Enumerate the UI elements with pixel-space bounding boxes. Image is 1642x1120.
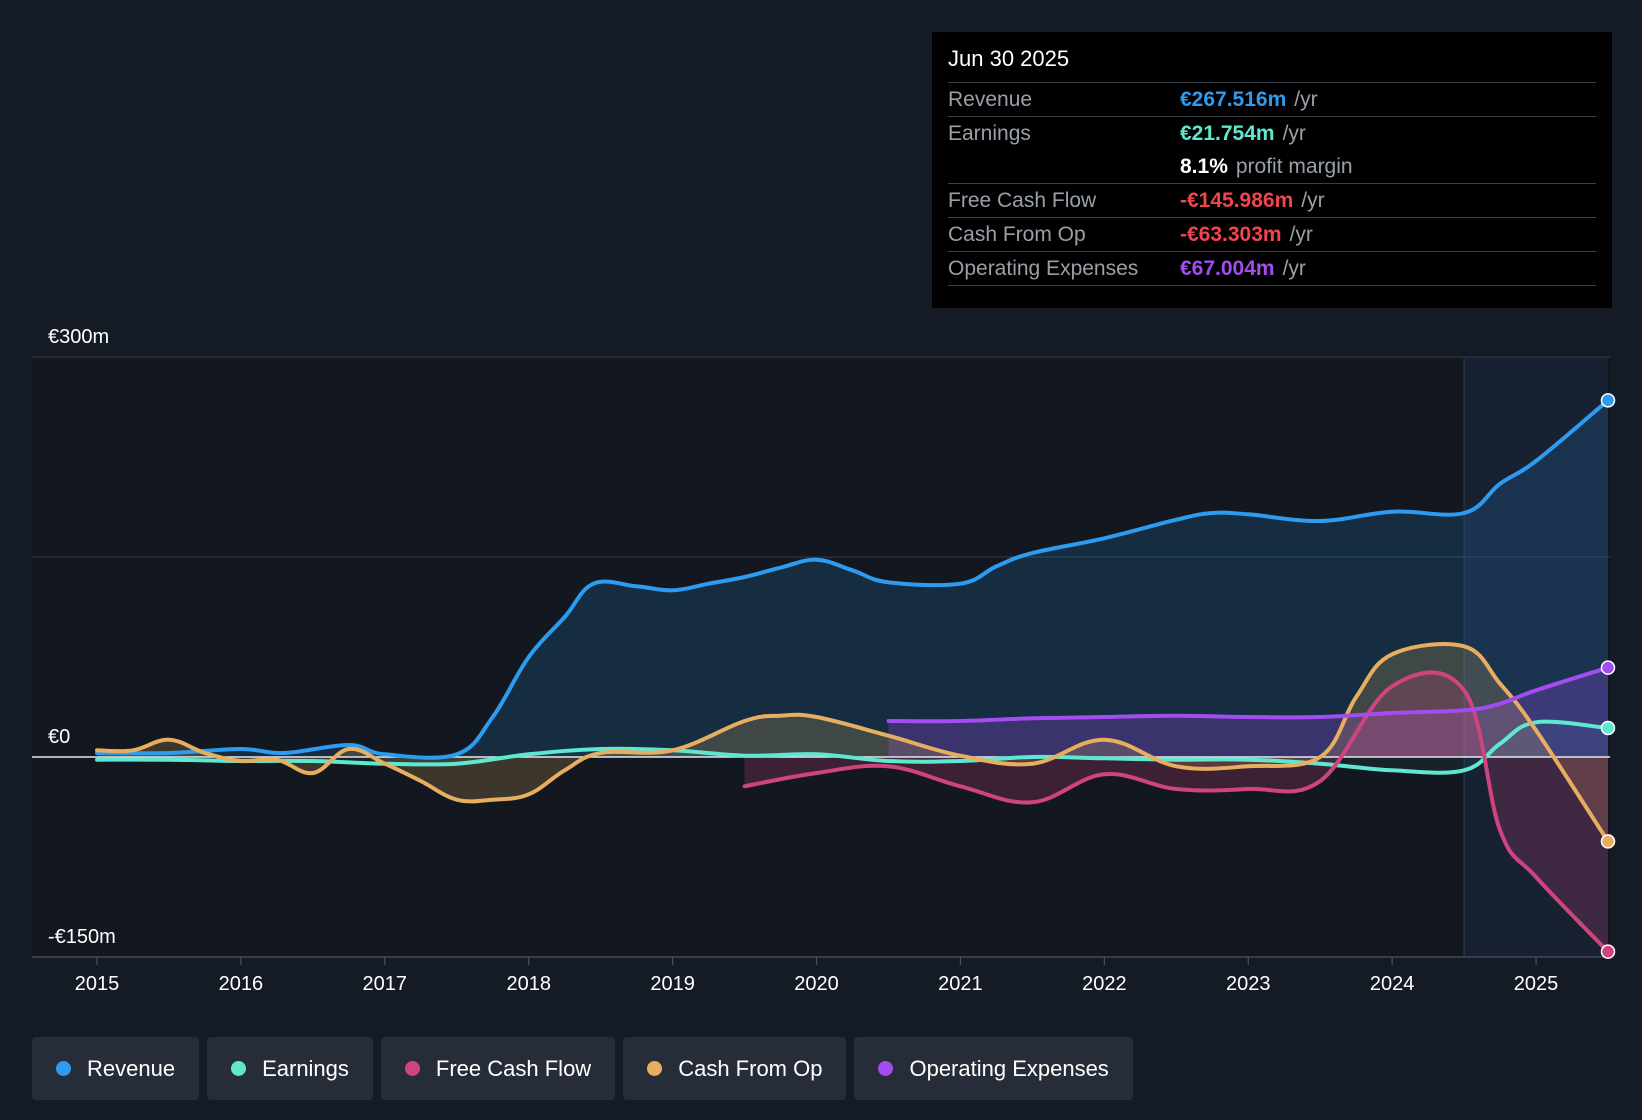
tooltip-row: Free Cash Flow -€145.986m/yr	[948, 184, 1596, 218]
y-tick-label: -€150m	[48, 926, 116, 948]
cash-from-op-line	[95, 642, 1610, 844]
tooltip-row-unit: /yr	[1289, 222, 1313, 246]
tooltip-row: 8.1% profit margin	[948, 150, 1596, 184]
operating-expenses-line	[886, 665, 1610, 724]
revenue-endpoint[interactable]	[1600, 393, 1616, 408]
free-cash-flow-area	[744, 672, 1608, 952]
cash-from-op-area	[97, 644, 1608, 842]
tooltip-row-unit: /yr	[1282, 121, 1306, 145]
tooltip-date: Jun 30 2025	[948, 46, 1596, 83]
x-tick-label: 2021	[938, 973, 983, 995]
legend-item-operating-expenses[interactable]: Operating Expenses	[854, 1037, 1133, 1100]
legend-item-earnings[interactable]: Earnings	[207, 1037, 373, 1100]
series-endpoints	[1600, 393, 1616, 959]
legend-dot-icon	[231, 1061, 247, 1076]
x-tick-label: 2020	[794, 973, 839, 995]
series-lines	[95, 398, 1610, 954]
free-cash-flow-line	[742, 670, 1610, 954]
revenue-line	[95, 398, 1610, 760]
cash-from-op-endpoint[interactable]	[1600, 834, 1616, 849]
revenue-area	[97, 400, 1608, 758]
legend-label: Operating Expenses	[909, 1055, 1109, 1081]
tooltip-row-label: Revenue	[948, 87, 1033, 111]
tooltip-row-unit: /yr	[1294, 87, 1318, 111]
tooltip-row: Earnings €21.754m/yr	[948, 117, 1596, 150]
tooltip-row-value: -€145.986m	[1180, 188, 1294, 212]
legend-item-free-cash-flow[interactable]: Free Cash Flow	[380, 1037, 616, 1100]
free-cash-flow-endpoint[interactable]	[1600, 944, 1616, 959]
tooltip-row-value: 8.1%	[1180, 154, 1228, 178]
plot-background	[32, 357, 1610, 957]
x-tick-label: 2017	[363, 973, 408, 995]
forecast-region	[1464, 357, 1608, 957]
operating-expenses-endpoint[interactable]	[1600, 660, 1616, 675]
chart-legend: Revenue Earnings Free Cash Flow Cash From O…	[32, 1037, 1133, 1100]
tooltip-row-value: -€63.303m	[1180, 222, 1282, 246]
tooltip-row-value: €67.004m	[1180, 256, 1275, 280]
tooltip-row: Operating Expenses €67.004m/yr	[948, 252, 1596, 286]
legend-dot-icon	[647, 1061, 663, 1076]
y-tick-label: €300m	[48, 326, 109, 348]
tooltip-row: Revenue €267.516m/yr	[948, 83, 1596, 117]
hover-tooltip: Jun 30 2025 Revenue €267.516m/yr Earnings €…	[932, 32, 1612, 308]
legend-label: Earnings	[262, 1055, 349, 1081]
legend-label: Free Cash Flow	[435, 1055, 592, 1081]
x-tick-label: 2019	[650, 973, 695, 995]
tooltip-row-label: Free Cash Flow	[948, 188, 1097, 212]
legend-label: Revenue	[87, 1055, 176, 1081]
legend-label: Cash From Op	[678, 1055, 823, 1081]
tooltip-row-label: Earnings	[948, 121, 1031, 145]
gridlines	[32, 356, 1610, 958]
legend-item-cash-from-op[interactable]: Cash From Op	[623, 1037, 847, 1100]
x-axis-labels: 2015 2016 2017 2018 2019 2020 2021 2022 2023 2024…	[75, 957, 1559, 995]
tooltip-row-label: Cash From Op	[948, 222, 1086, 246]
earnings-endpoint[interactable]	[1600, 720, 1616, 736]
tooltip-row-unit: profit margin	[1235, 154, 1353, 178]
tooltip-row-value: €267.516m	[1180, 87, 1287, 111]
x-tick-label: 2015	[75, 973, 120, 995]
operating-expenses-area	[888, 667, 1608, 757]
legend-dot-icon	[404, 1061, 420, 1076]
legend-dot-icon	[56, 1061, 71, 1076]
x-tick-label: 2023	[1226, 973, 1271, 995]
x-tick-label: 2025	[1514, 973, 1559, 995]
x-tick-label: 2016	[219, 973, 264, 995]
tooltip-row-label: Operating Expenses	[948, 256, 1139, 280]
legend-item-revenue[interactable]: Revenue	[32, 1037, 200, 1100]
legend-dot-icon	[878, 1061, 894, 1076]
tooltip-row-value: €21.754m	[1180, 121, 1275, 145]
y-axis-labels: €300m €0 -€150m	[48, 326, 116, 948]
y-tick-label: €0	[48, 726, 70, 748]
earnings-line	[95, 719, 1610, 775]
x-tick-label: 2022	[1082, 973, 1127, 995]
tooltip-row-unit: /yr	[1282, 256, 1306, 280]
tooltip-row-unit: /yr	[1301, 188, 1325, 212]
x-tick-label: 2024	[1370, 973, 1415, 995]
tooltip-row: Cash From Op -€63.303m/yr	[948, 218, 1596, 252]
x-tick-label: 2018	[506, 973, 551, 995]
